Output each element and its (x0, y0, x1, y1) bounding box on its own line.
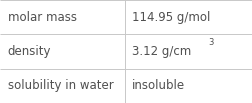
Text: insoluble: insoluble (132, 79, 185, 92)
Text: 3.12 g/cm: 3.12 g/cm (132, 45, 192, 58)
Text: molar mass: molar mass (8, 11, 77, 24)
Text: 114.95 g/mol: 114.95 g/mol (132, 11, 211, 24)
Text: solubility in water: solubility in water (8, 79, 113, 92)
Text: 3: 3 (209, 38, 214, 47)
Text: density: density (8, 45, 51, 58)
